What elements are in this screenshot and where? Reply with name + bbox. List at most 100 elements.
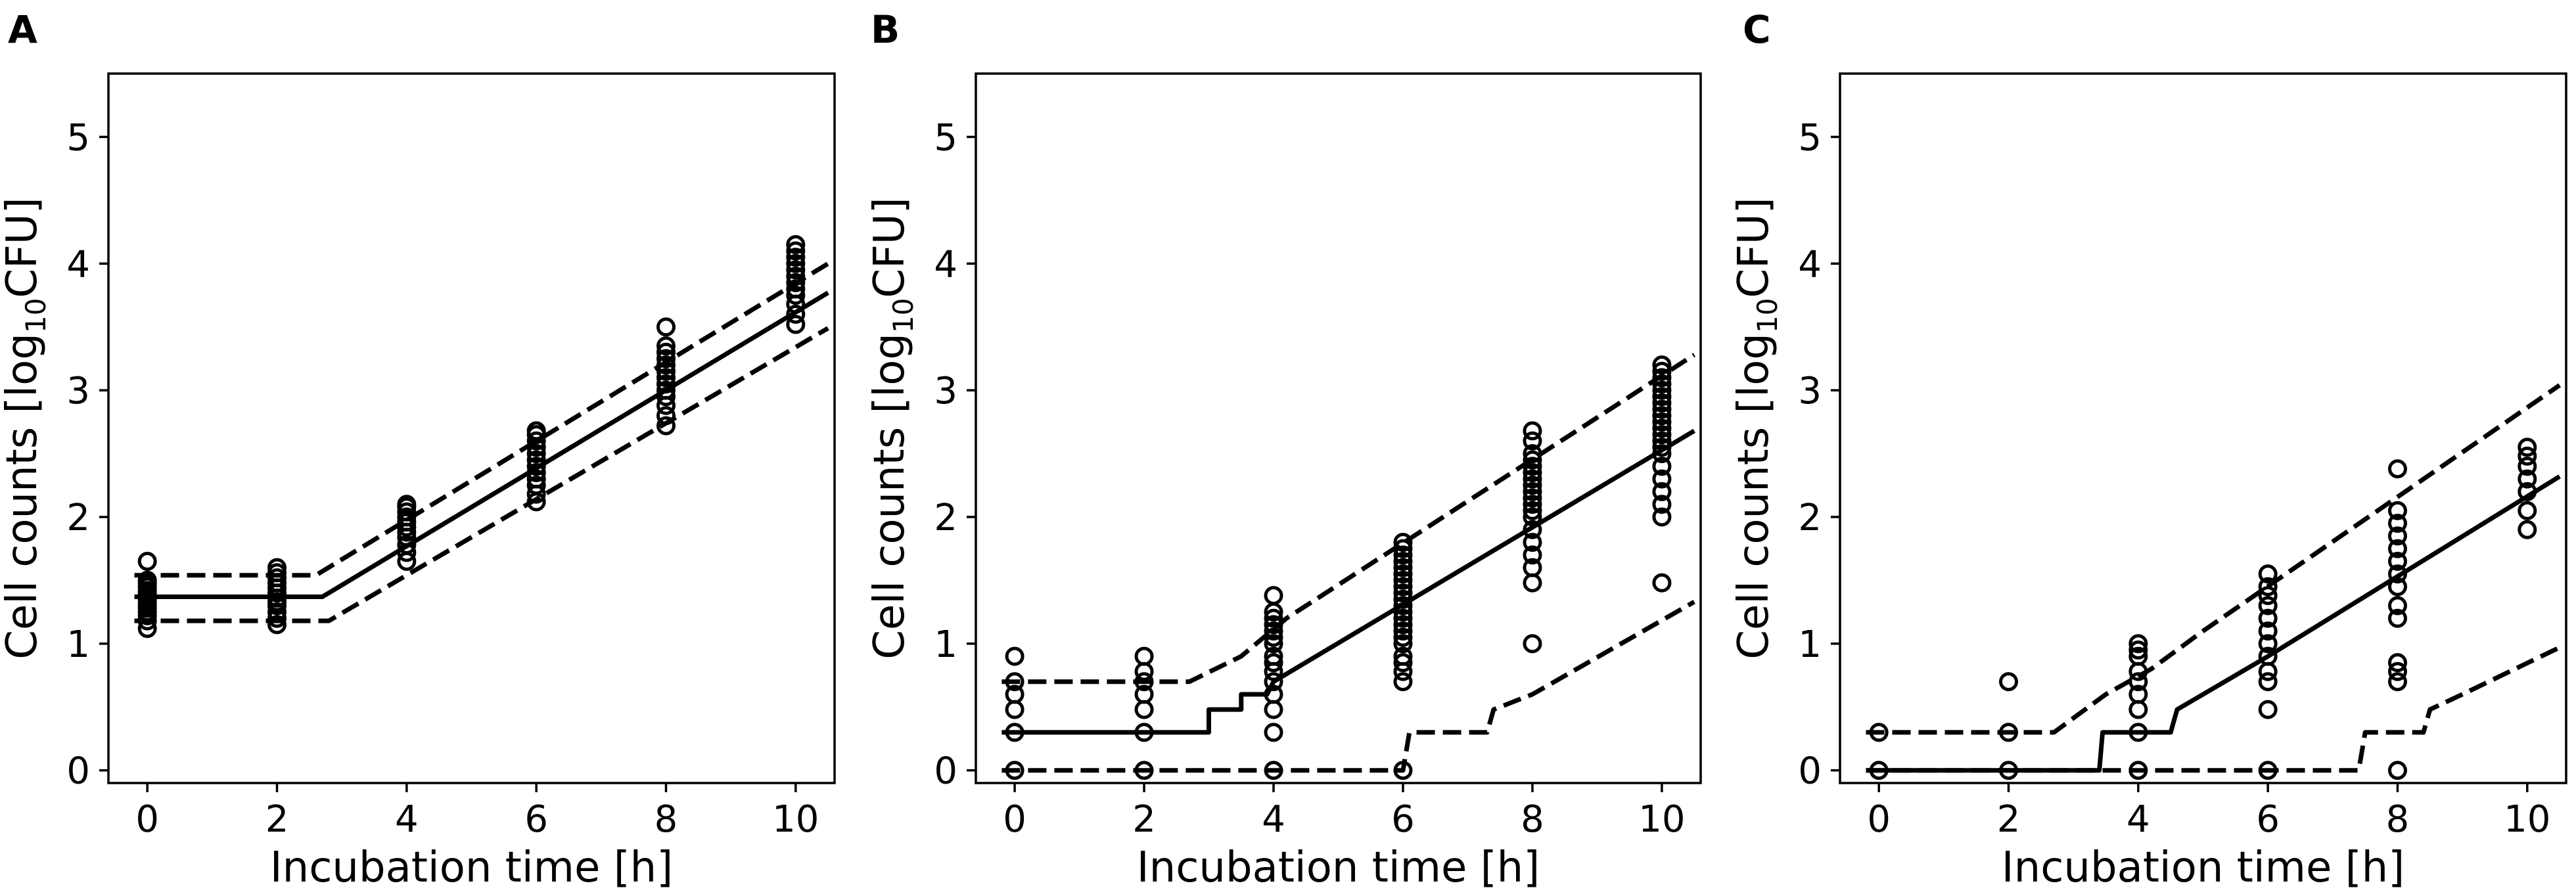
y-axis-label-subscript: 10 <box>20 298 52 333</box>
observation-point <box>1264 586 1283 606</box>
observation-point <box>2128 672 2148 692</box>
observation-point <box>2258 596 2278 616</box>
observation-point <box>1393 539 1413 558</box>
observation-point <box>1652 573 1672 593</box>
observation-point <box>2387 459 2407 479</box>
upper-quantile-line <box>1001 353 1696 684</box>
x-tick-label: 0 <box>1003 798 1026 841</box>
observation-point <box>2258 672 2278 692</box>
panel-letter: A <box>8 7 37 52</box>
observation-point <box>1005 723 1024 742</box>
observation-point <box>526 450 546 470</box>
observation-point <box>1652 431 1672 451</box>
observation-point <box>1999 672 2019 692</box>
observation-point <box>1264 627 1283 647</box>
observation-point <box>2518 501 2537 520</box>
observation-point <box>1652 457 1672 476</box>
observation-point <box>1005 761 1024 780</box>
observation-point <box>1523 495 1542 514</box>
y-axis-label-suffix: CFU] <box>865 197 914 298</box>
observation-point <box>656 361 676 381</box>
observation-point <box>656 380 676 400</box>
observation-point <box>786 279 806 299</box>
x-tick-label: 6 <box>524 798 548 841</box>
observation-point <box>1652 418 1672 438</box>
observation-point <box>397 535 417 554</box>
observation-point <box>1523 482 1542 501</box>
observation-point <box>786 315 806 334</box>
observation-point <box>2128 640 2148 660</box>
panel-letter: B <box>871 7 900 52</box>
y-tick-label: 0 <box>934 750 957 793</box>
observation-point <box>2128 723 2148 742</box>
observation-point <box>267 602 287 622</box>
observation-point <box>1393 558 1413 577</box>
observation-point <box>656 416 676 436</box>
observation-point <box>526 431 546 451</box>
observation-point <box>1393 627 1413 647</box>
observation-point <box>2518 437 2537 457</box>
median-line <box>1001 428 1695 735</box>
observation-point <box>1652 393 1672 413</box>
observation-point <box>2128 646 2148 666</box>
observation-point <box>2518 446 2537 466</box>
observation-point <box>1264 621 1283 641</box>
observation-point <box>786 260 806 280</box>
y-tick-label: 2 <box>1798 497 1822 539</box>
x-axis-label: Incubation time [h] <box>1137 843 1540 892</box>
observation-point <box>1652 368 1672 388</box>
observation-point <box>1652 412 1672 432</box>
observation-point <box>267 615 287 635</box>
observation-point <box>1652 425 1672 445</box>
observation-point <box>2518 469 2537 489</box>
observation-point <box>1393 621 1413 641</box>
x-tick-label: 8 <box>1521 798 1544 841</box>
observation-point <box>137 552 157 571</box>
observation-point <box>1264 608 1283 628</box>
y-axis-label-prefix: Cell counts [log <box>1730 333 1778 660</box>
x-tick-label: 10 <box>772 798 819 841</box>
panel-b: B 0 2 4 6 8 10 0 1 2 3 4 5 Incubation time [h] Cell co… <box>865 7 1702 892</box>
y-tick-label: 3 <box>66 370 90 413</box>
observation-point <box>1264 615 1283 635</box>
observation-point <box>1393 545 1413 565</box>
y-tick-label: 4 <box>66 243 90 286</box>
observation-point <box>1005 684 1024 704</box>
observation-point <box>1523 421 1542 441</box>
observation-point <box>1523 457 1542 476</box>
observation-point <box>2258 608 2278 628</box>
observation-point <box>2387 552 2407 571</box>
observation-point <box>1393 672 1413 692</box>
observation-point <box>656 406 676 426</box>
observation-point <box>1523 463 1542 482</box>
observation-point <box>1393 533 1413 552</box>
observation-point <box>526 476 546 495</box>
observation-point <box>656 342 676 362</box>
y-tick-label: 4 <box>1798 243 1822 286</box>
observation-point <box>1652 399 1672 419</box>
observation-point <box>1134 761 1154 780</box>
y-axis-label-prefix: Cell counts [log <box>0 333 47 660</box>
y-tick-label: 2 <box>66 497 90 539</box>
y-tick-label: 5 <box>1798 116 1822 159</box>
observation-point <box>786 241 806 261</box>
observation-point <box>2387 761 2407 780</box>
observation-point <box>2128 684 2148 704</box>
y-tick-label: 2 <box>934 497 957 539</box>
observation-point <box>1652 380 1672 400</box>
observation-point <box>2387 564 2407 584</box>
observation-point <box>2258 761 2278 780</box>
x-tick-label: 6 <box>2256 798 2280 841</box>
observation-point <box>1652 361 1672 381</box>
observation-point <box>1264 684 1283 704</box>
observation-point <box>2518 457 2537 476</box>
y-axis-label: Cell counts [log10CFU] <box>0 197 52 660</box>
observation-point <box>2258 577 2278 596</box>
y-tick-label: 3 <box>1798 370 1822 413</box>
observation-point <box>2387 526 2407 546</box>
observation-point <box>656 374 676 393</box>
x-tick-label: 10 <box>2504 798 2550 841</box>
observation-point <box>1393 596 1413 616</box>
